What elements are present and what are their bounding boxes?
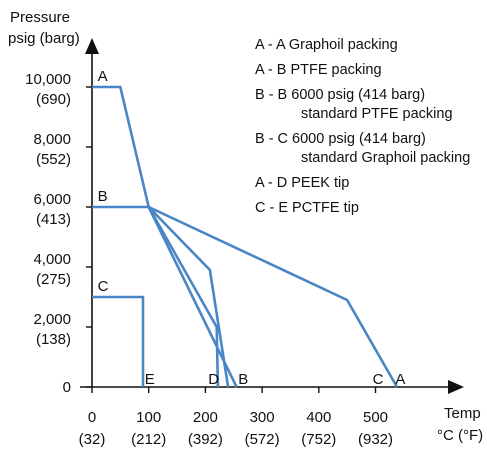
x-tick-label: 300 (250, 409, 275, 426)
point-label: A (395, 371, 405, 388)
series-line-5 (92, 295, 145, 387)
y-tick-sublabel: (275) (36, 271, 71, 288)
legend-entry-line: standard Graphoil packing (301, 150, 470, 166)
x-tick-label: 0 (88, 409, 96, 426)
y-tick-sublabel: (413) (36, 211, 71, 228)
y-tick-sublabel: (552) (36, 151, 71, 168)
y-tick-label: 8,000 (33, 131, 71, 148)
series-line-3 (92, 205, 230, 388)
x-tick-sublabel: (572) (245, 431, 280, 448)
y-tick-label: 2,000 (33, 311, 71, 328)
y-tick-label: 4,000 (33, 251, 71, 268)
x-tick-sublabel: (932) (358, 431, 393, 448)
y-tick-label: 0 (63, 379, 71, 396)
axes (80, 38, 464, 394)
y-axis-arrow (85, 38, 99, 54)
legend-entry-line: A - A Graphoil packing (255, 37, 398, 53)
y-tick-sublabel: (138) (36, 331, 71, 348)
y-axis-title-line-1: Pressure (10, 9, 70, 26)
y-axis-title-line-2: psig (barg) (8, 30, 80, 47)
x-tick-label: 200 (193, 409, 218, 426)
x-axis-arrow (448, 380, 464, 394)
y-tick-sublabel: (690) (36, 91, 71, 108)
y-tick-label: 6,000 (33, 191, 71, 208)
x-tick-sublabel: (392) (188, 431, 223, 448)
x-tick-sublabel: (752) (301, 431, 336, 448)
x-tick-label: 400 (306, 409, 331, 426)
x-axis-title-line-2: °C (°F) (437, 427, 483, 444)
legend-entry-line: A - B PTFE packing (255, 62, 382, 78)
series-line-4 (147, 206, 220, 388)
x-axis-title-line-1: Temp (444, 405, 481, 422)
series-layer (92, 85, 399, 388)
x-tick-sublabel: (32) (79, 431, 106, 448)
x-tick-label: 500 (363, 409, 388, 426)
y-tick-label: 10,000 (25, 71, 71, 88)
series-line-2 (147, 206, 238, 388)
legend-entry-line: B - B 6000 psig (414 barg) (255, 87, 425, 103)
point-label: B (238, 371, 248, 388)
point-label: C (373, 371, 384, 388)
point-label: D (208, 371, 219, 388)
legend-entry-line: C - E PCTFE tip (255, 200, 359, 216)
x-tick-sublabel: (212) (131, 431, 166, 448)
ticks: 0 (32) 100 (212) 200 (392) 300 (572) 400 (752) 500… (25, 71, 393, 448)
x-tick-label: 100 (136, 409, 161, 426)
legend: A - A Graphoil packing A - B PTFE packing… (255, 37, 470, 216)
legend-entry-line: A - D PEEK tip (255, 175, 349, 191)
point-label: C (98, 278, 109, 295)
legend-entry-line: standard PTFE packing (301, 106, 453, 122)
point-label: E (145, 371, 155, 388)
legend-entry-line: B - C 6000 psig (414 barg) (255, 131, 426, 147)
point-label: B (98, 188, 108, 205)
point-label: A (98, 68, 108, 85)
